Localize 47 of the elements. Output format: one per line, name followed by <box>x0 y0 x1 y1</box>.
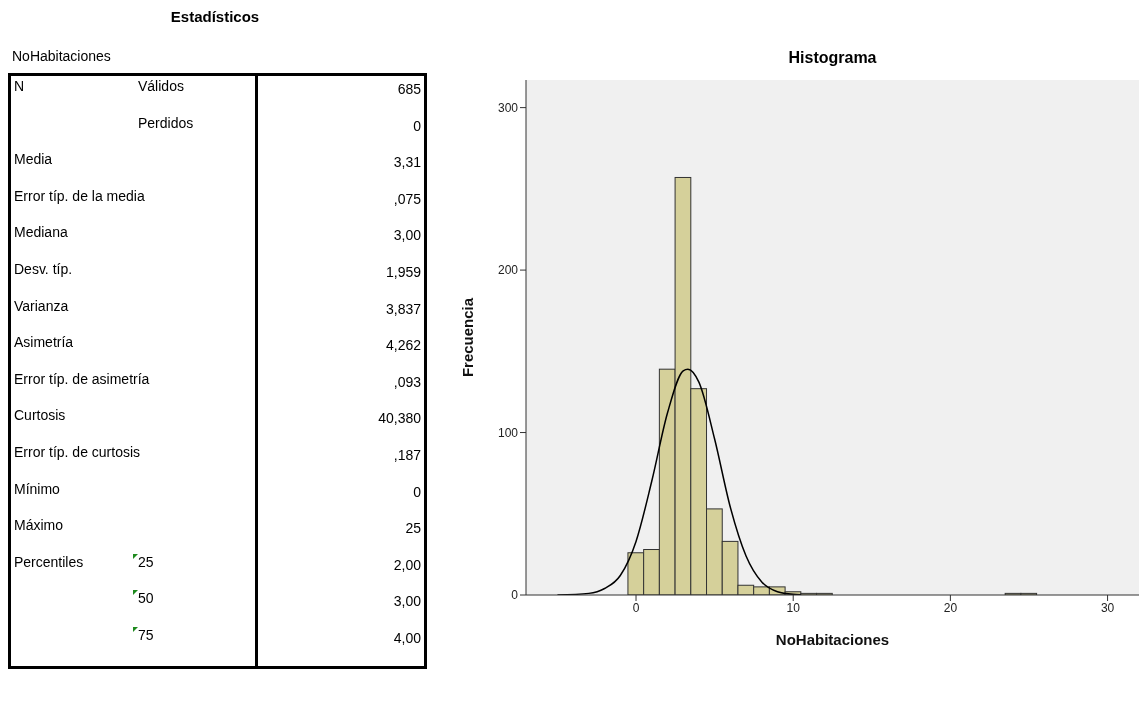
text: 2,00 <box>393 556 421 573</box>
text: ,075 <box>393 190 421 207</box>
text: ,093 <box>393 373 421 390</box>
y-tick-label: 300 <box>497 100 519 115</box>
text: Percentiles <box>14 553 84 570</box>
text: Error típ. de asimetría <box>14 370 150 387</box>
text: Asimetría <box>14 334 74 351</box>
text: 3,00 <box>393 227 421 244</box>
text: 4,262 <box>385 337 421 354</box>
y-tick-label: 0 <box>511 588 519 603</box>
chart-title: Histograma <box>787 49 878 67</box>
y-tick-label: 200 <box>497 263 519 278</box>
text: Válidos <box>138 78 184 94</box>
text: 685 <box>397 81 421 97</box>
text: Perdidos <box>138 114 194 131</box>
text: NoHabitaciones <box>12 48 111 64</box>
x-tick-label: 10 <box>786 600 801 615</box>
text: 25 <box>138 553 154 570</box>
x-tick-label: 0 <box>632 600 640 615</box>
x-tick-label: 30 <box>1100 600 1115 615</box>
text: 1,959 <box>385 264 421 280</box>
y-axis-title: Frecuencia <box>459 297 477 378</box>
text: 40,380 <box>378 410 421 427</box>
text: Curtosis <box>14 407 66 424</box>
text: Varianza <box>14 297 69 314</box>
text: 4,00 <box>393 630 421 646</box>
text: Mediana <box>14 224 68 241</box>
text: 3,837 <box>385 300 421 317</box>
text: 75 <box>138 627 154 643</box>
x-axis-title: NoHabitaciones <box>775 631 890 648</box>
text: Error típ. de la media <box>14 187 145 204</box>
text: 0 <box>413 483 421 500</box>
text: Máximo <box>14 517 64 534</box>
text: ,187 <box>393 447 421 463</box>
x-tick-label: 20 <box>943 600 958 615</box>
text: N <box>14 78 25 94</box>
text: 0 <box>413 117 421 134</box>
text: 50 <box>138 590 154 607</box>
text: Estadísticos <box>169 8 261 25</box>
text: Error típ. de curtosis <box>14 444 141 460</box>
y-tick-label: 100 <box>497 425 519 440</box>
text: Mínimo <box>14 480 60 497</box>
text: 3,00 <box>393 593 421 610</box>
text: Media <box>14 151 53 168</box>
text: 3,31 <box>393 154 421 171</box>
text: 25 <box>405 520 421 537</box>
text: Desv. típ. <box>14 261 73 277</box>
